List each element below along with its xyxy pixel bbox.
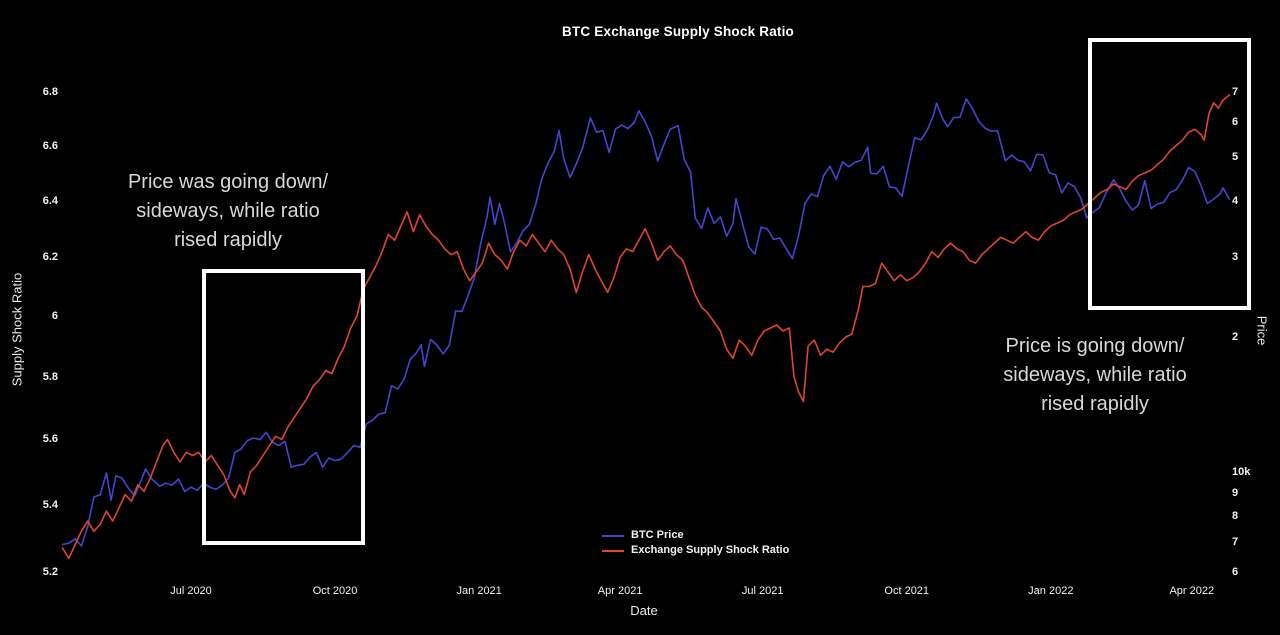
y-right-tick: 10k <box>1232 466 1251 478</box>
y-right-tick: 6 <box>1232 115 1239 128</box>
annotation-right: Price is going down/ sideways, while rat… <box>1003 335 1187 415</box>
y-left-tick: 5.2 <box>42 566 58 578</box>
legend-swatch-icon <box>602 549 624 552</box>
y-right-tick: 7 <box>1232 535 1239 548</box>
y-left-tick: 5.6 <box>42 433 58 446</box>
y-right-tick: 6 <box>1232 565 1239 578</box>
y-left-tick: 6.2 <box>42 251 58 264</box>
series-line-ratio <box>61 94 1231 560</box>
x-tick: Apr 2021 <box>597 585 643 597</box>
y-left-tick: 6.6 <box>42 139 58 152</box>
y-right-tick: 4 <box>1232 195 1239 208</box>
legend: BTC Price Exchange Supply Shock Ratio <box>602 528 789 558</box>
y-left-tick: 5.4 <box>42 498 58 511</box>
y-right-tick: 3 <box>1232 251 1239 264</box>
x-tick: Oct 2020 <box>312 585 358 597</box>
legend-item-btc-price[interactable]: BTC Price <box>602 528 789 543</box>
y-right-tick: 9 <box>1232 486 1239 499</box>
y-right-tick: 2 <box>1232 330 1239 343</box>
legend-item-supply-shock-ratio[interactable]: Exchange Supply Shock Ratio <box>602 543 789 558</box>
legend-swatch-icon <box>602 534 624 537</box>
y-left-tick: 6.8 <box>42 86 58 99</box>
y-right-tick: 7 <box>1232 85 1239 98</box>
highlight-box-2 <box>1088 37 1252 311</box>
x-tick: Oct 2021 <box>884 585 930 597</box>
highlight-box-1 <box>201 269 365 545</box>
chart-title: BTC Exchange Supply Shock Ratio <box>562 24 794 39</box>
annotation-left: Price was going down/ sideways, while ra… <box>127 171 329 251</box>
x-tick: Jan 2022 <box>1028 585 1074 597</box>
x-axis-title: Date <box>630 603 658 618</box>
y-left-axis-title: Supply Shock Ratio <box>9 272 25 387</box>
x-tick: Jul 2021 <box>741 585 784 597</box>
y-left-tick: 5.8 <box>42 370 58 383</box>
x-tick: Apr 2022 <box>1169 585 1215 597</box>
y-right-tick: 8 <box>1232 509 1239 522</box>
series-line-price <box>61 98 1231 547</box>
y-left-tick: 6 <box>51 310 58 323</box>
legend-label: BTC Price <box>631 529 684 541</box>
legend-label: Exchange Supply Shock Ratio <box>631 544 790 556</box>
x-tick: Jul 2020 <box>170 585 212 597</box>
y-right-tick: 5 <box>1232 151 1239 164</box>
x-tick: Jan 2021 <box>456 585 502 597</box>
y-left-tick: 6.4 <box>42 194 58 207</box>
